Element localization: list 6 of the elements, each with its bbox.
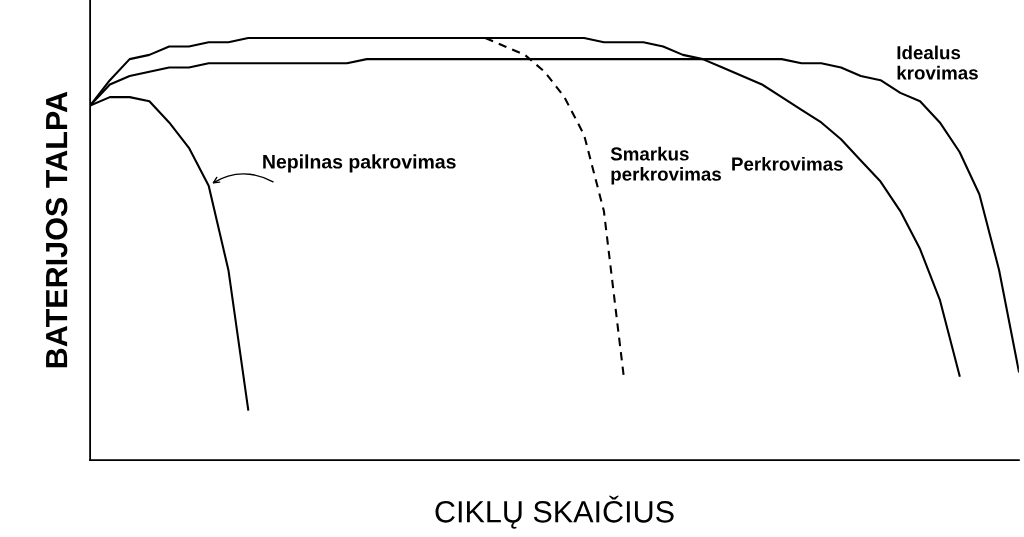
series-label: Perkrovimas — [732, 156, 843, 171]
series-label: Idealus krovimas — [897, 45, 978, 80]
series-label: Smarkus perkrovimas — [610, 146, 721, 185]
text: Nepilnas pakrovimas — [263, 154, 456, 173]
x-axis-title: CIKLŲ SKAIČIUS — [435, 495, 674, 529]
y-axis-title: BATERIJOS TALPA — [45, 91, 68, 368]
